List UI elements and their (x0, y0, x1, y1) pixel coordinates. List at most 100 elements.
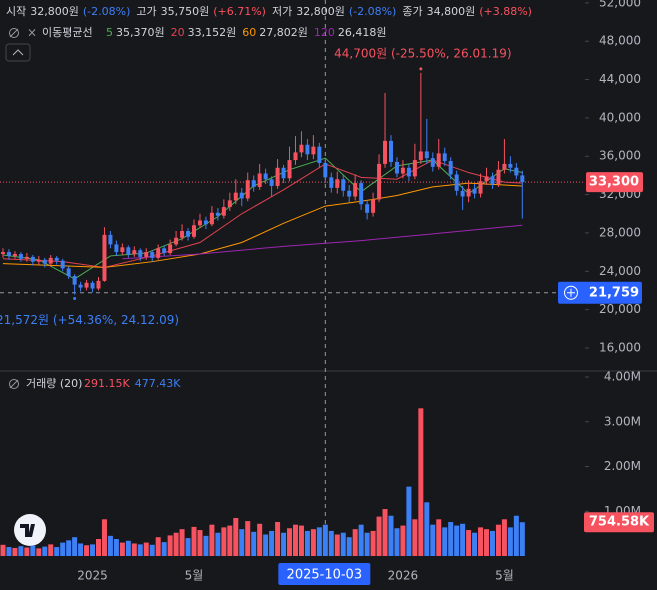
volume-bar (18, 546, 24, 556)
candle-body (406, 167, 411, 177)
volume-bar (460, 523, 466, 556)
volume-bar (442, 527, 448, 556)
y-tick-label: 40,000 (599, 110, 641, 124)
candle-body (275, 167, 280, 186)
volume-bar (269, 530, 275, 556)
candle-body (400, 167, 405, 174)
candle-body (371, 199, 376, 213)
candle-body (263, 173, 268, 180)
candle-body (412, 160, 417, 177)
crosshair-date-box (278, 563, 371, 585)
candle-body (520, 175, 525, 183)
volume-bar (322, 524, 328, 556)
candle-body (66, 268, 71, 277)
volume-bar (382, 509, 388, 556)
candle-body (317, 146, 322, 163)
volume-bar (48, 544, 54, 556)
volume-bar (72, 537, 78, 556)
ma-legend-name: 60 (242, 26, 256, 39)
volume-bar (436, 519, 442, 556)
volume-bar (167, 535, 173, 556)
candle-body (233, 192, 238, 201)
ma-legend-name: 20 (171, 26, 185, 39)
ma-title: 이동평균선 (42, 26, 93, 39)
candle-body (311, 146, 316, 155)
candle-body (508, 163, 513, 168)
candle-body (341, 179, 346, 191)
candle-body (108, 234, 113, 245)
volume-bar (143, 542, 149, 556)
candle-body (227, 200, 232, 208)
ma-legend-value: 33,152원 (188, 26, 237, 39)
volume-bar (352, 529, 358, 556)
volume-bar (125, 540, 131, 556)
candle-body (269, 179, 274, 186)
volume-bar (245, 521, 251, 556)
volume-bar (418, 408, 424, 556)
volume-bar (173, 532, 179, 556)
volume-bar (227, 525, 233, 556)
candle-body (0, 252, 5, 255)
volume-bar (466, 530, 472, 556)
volume-bar (304, 530, 310, 556)
ma-legend-value: 27,802원 (259, 26, 308, 39)
volume-bar (424, 502, 430, 556)
candle-body (484, 176, 489, 182)
candle-body (102, 234, 107, 281)
volume-bar (358, 524, 364, 556)
annotation: 44,700원 (-25.50%, 26.01.19) (334, 46, 511, 60)
add-alert-icon[interactable] (564, 285, 578, 300)
volume-marker-box (584, 512, 654, 533)
volume-bar (328, 530, 334, 556)
volume-bar (519, 522, 525, 556)
volume-bar (233, 517, 239, 556)
y-tick-label: 36,000 (599, 149, 641, 163)
volume-bar (281, 532, 287, 556)
volume-bar (24, 547, 30, 556)
volume-bar (430, 524, 436, 556)
candle-body (424, 151, 429, 159)
volume-bar (36, 548, 42, 556)
x-tick-label: 2026 (388, 569, 419, 583)
v-tick-label: 3.00M (604, 414, 641, 428)
candle-body (502, 163, 507, 170)
candle-body (132, 250, 137, 255)
volume-bar (30, 545, 36, 556)
candle-body (394, 161, 399, 174)
candle-body (287, 160, 292, 179)
volume-bar (113, 538, 119, 556)
volume-bar (54, 547, 60, 556)
volume-bar (454, 525, 460, 556)
candle-body (430, 158, 435, 167)
volume-legend-value: 477.43K (135, 377, 181, 390)
volume-bar (90, 544, 96, 556)
volume-bar (251, 531, 257, 556)
volume-title: 거래량 (20) (26, 377, 82, 390)
candle-body (36, 259, 41, 262)
volume-bar (388, 515, 394, 556)
svg-text:×: × (27, 26, 37, 40)
volume-bar (376, 516, 382, 556)
y-tick-label: 24,000 (599, 264, 641, 278)
candle-body (221, 207, 226, 216)
header-price: 34,800원 (427, 5, 476, 18)
y-tick-label: 16,000 (599, 340, 641, 354)
annotation-dot (73, 297, 77, 301)
collapse-button[interactable] (5, 43, 31, 62)
candle-body (60, 260, 65, 269)
candle-body (72, 276, 77, 285)
volume-bar (84, 545, 90, 556)
candle-body (162, 248, 167, 254)
candle-body (323, 162, 328, 178)
header-change: (-2.08%) (83, 5, 131, 18)
candle-body (353, 183, 358, 197)
volume-bar (292, 524, 298, 556)
candle-body (120, 247, 125, 253)
y-tick-label: 44,000 (599, 72, 641, 86)
candle-body (30, 256, 35, 262)
candle-body (418, 151, 423, 161)
header-text: 시작 32,800원 (-2.08%) 고가 35,750원 (+6.71%) 저가 32,8… (6, 5, 532, 18)
volume-bar (209, 524, 215, 556)
volume-bar (334, 534, 340, 556)
volume-bar (179, 529, 185, 556)
